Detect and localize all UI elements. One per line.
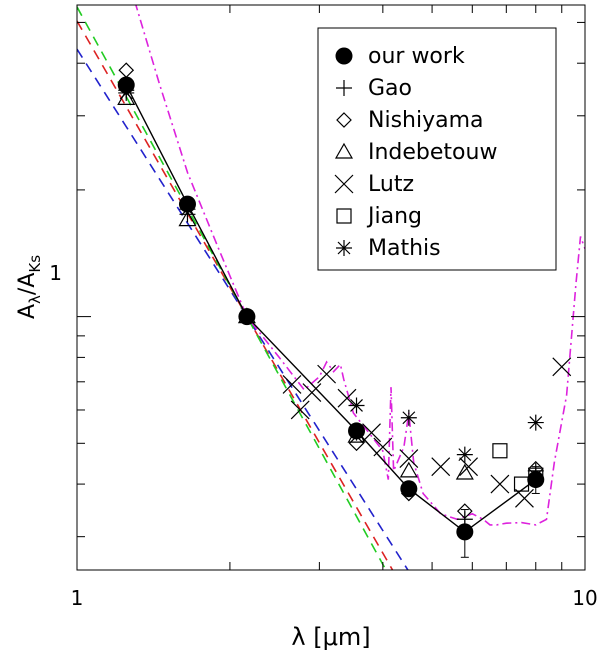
legend-box [317,27,557,271]
data-point [527,414,544,431]
model-curve [135,5,585,526]
data-point [515,488,534,508]
data-point [527,471,545,489]
data-point [456,446,473,463]
curves-layer [77,5,585,570]
data-point [337,388,357,408]
data-point [552,357,572,377]
data-point [336,112,352,128]
y-tick-label: 1 [49,261,62,285]
data-point [317,364,337,384]
data-point [373,437,393,457]
legend-label: Lutz [368,172,414,197]
y-label-main: A [15,304,40,319]
data-point [334,174,354,194]
legend: our work Gao Nishiyama Indebetouw Lutz J… [317,27,557,271]
data-point [302,383,322,402]
data-point [399,449,419,468]
data-point [492,443,508,459]
data-point [490,474,510,494]
data-point [335,47,353,65]
power-law-line [77,6,387,570]
data-point [399,461,418,478]
data-point [400,409,417,426]
data-point [400,480,418,498]
data-points-layer [117,62,572,558]
data-point [348,397,365,414]
data-point [336,80,352,96]
data-point [431,457,451,477]
plot-frame [76,4,586,571]
data-point [334,142,354,159]
data-point [118,62,135,79]
x-tick-label: 1 [71,586,84,610]
data-point [456,523,474,541]
legend-label: Jiang [366,204,422,229]
y-label-slash: /A [15,273,40,295]
y-label-sub: λ [26,295,44,304]
legend-markers [334,47,354,256]
data-point [348,422,366,440]
data-point [513,476,530,492]
data-point [459,457,479,477]
legend-label: Indebetouw [368,140,497,165]
data-point [290,400,310,420]
legend-label: our work [368,44,465,69]
axis-ticks [76,5,586,570]
svg-text:Aλ/AKs: Aλ/AKs [15,255,44,319]
power-law-line [77,48,409,570]
power-law-line [77,20,394,570]
data-point [178,195,196,213]
y-label-sub: Ks [26,255,44,273]
data-point [238,308,256,326]
data-point [117,76,135,94]
legend-label: Gao [368,76,412,101]
data-point [455,463,474,480]
data-point [362,423,381,443]
legend-label: Mathis [368,236,441,261]
data-point [178,210,197,227]
legend-label: Nishiyama [368,108,484,133]
data-point [336,208,352,224]
data-point [336,240,352,256]
y-axis-label: Aλ/AKs [15,255,44,319]
x-axis-label: λ [μm] [291,623,370,651]
x-tick-label: 10 [572,586,597,610]
data-point [348,435,365,452]
data-point [117,89,136,105]
data-point [282,375,302,394]
